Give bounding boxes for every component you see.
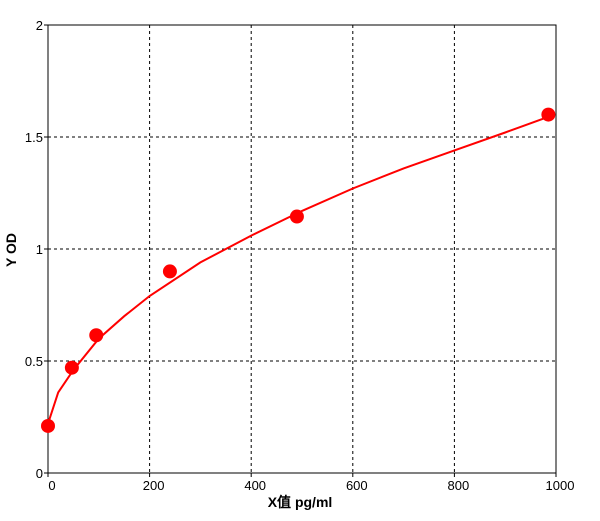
data-point: [162, 264, 177, 279]
x-tick-label: 400: [244, 478, 266, 493]
grid-layer: [48, 25, 556, 473]
y-tick-label: 1.5: [25, 130, 43, 145]
data-point: [64, 360, 79, 375]
x-axis-label: X值 pg/ml: [268, 494, 333, 510]
y-tick-label: 0: [36, 466, 43, 481]
y-tick-label: 1: [36, 242, 43, 257]
tick-layer: 0 200 400 600 800 1000 0 0.5 1 1.5 2: [25, 18, 575, 493]
x-tick-label: 200: [143, 478, 165, 493]
y-tick-label: 0.5: [25, 354, 43, 369]
x-tick-label: 600: [346, 478, 368, 493]
point-layer: [41, 107, 556, 433]
x-tick-label: 800: [448, 478, 470, 493]
y-axis-label: Y OD: [3, 233, 19, 267]
x-tick-label: 0: [48, 478, 55, 493]
data-point: [541, 107, 556, 122]
data-point: [89, 328, 104, 343]
y-tick-label: 2: [36, 18, 43, 33]
data-point: [289, 209, 304, 224]
x-tick-label: 1000: [546, 478, 575, 493]
data-point: [41, 418, 55, 433]
